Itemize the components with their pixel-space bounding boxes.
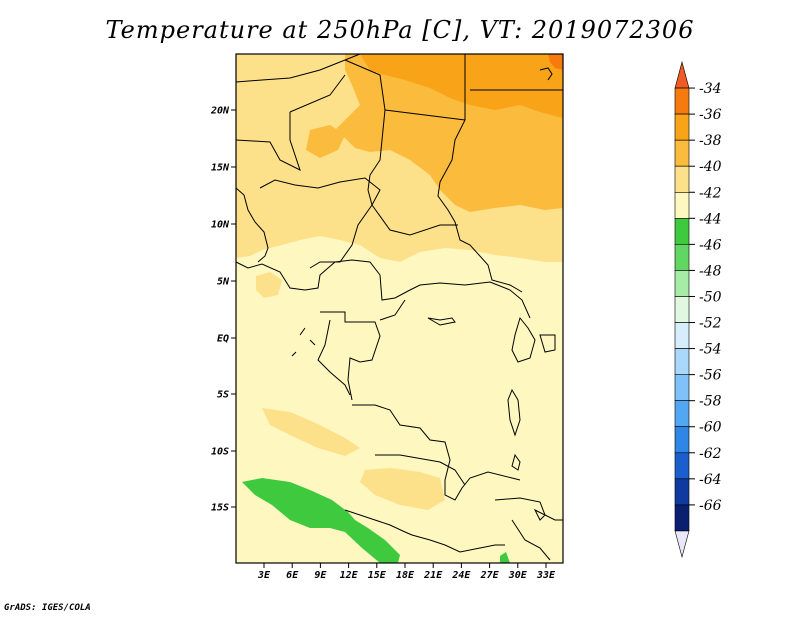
- colorbar-label: -34: [699, 81, 722, 97]
- lat-tick-label: 10S: [211, 447, 229, 458]
- colorbar-segment: [674, 348, 690, 375]
- lat-tick-label: 15S: [211, 503, 229, 514]
- colorbar-label: -46: [699, 237, 722, 253]
- coast-outline: [235, 67, 553, 357]
- colorbar: -34 -36 -38 -40 -42 -44 -46 -48 -50 -52 -54 -56 -58 -…: [674, 60, 722, 559]
- field-green-patch1: [242, 478, 400, 563]
- colorbar-segment: [674, 270, 690, 297]
- colorbar-segment: [674, 139, 690, 167]
- colorbar-segment: [674, 426, 690, 454]
- colorbar-label: -66: [699, 498, 722, 514]
- colorbar-segment: [674, 322, 690, 349]
- lat-tick-label: 5N: [217, 277, 230, 288]
- lon-tick-label: 21E: [423, 570, 443, 581]
- colorbar-label: -42: [699, 185, 722, 201]
- colorbar-segment: [674, 504, 690, 532]
- colorbar-segment: [674, 218, 690, 245]
- lat-tick-label: 10N: [211, 220, 230, 231]
- colorbar-label: -52: [699, 316, 722, 332]
- colorbar-segment: [674, 191, 690, 219]
- colorbar-segment: [674, 452, 690, 480]
- field-green-patch2: [500, 552, 510, 563]
- colorbar-segment: [674, 296, 690, 323]
- colorbar-label: -62: [699, 446, 722, 462]
- field-patch-minus38-west: [306, 125, 345, 158]
- colorbar-segment: [674, 87, 690, 115]
- colorbar-label: -40: [699, 159, 722, 175]
- colorbar-label: -48: [699, 263, 722, 279]
- field-patch-minus34: [548, 54, 563, 70]
- colorbar-label: -50: [699, 289, 722, 305]
- colorbar-segment: [674, 113, 690, 141]
- chart-title: Temperature at 250hPa [C], VT: 201907230…: [105, 16, 695, 44]
- colorbar-label: -54: [699, 342, 722, 358]
- border-lines-south: [344, 461, 563, 561]
- lon-tick-label: 18E: [396, 570, 415, 581]
- longitude-axis: 3E 6E 9E 12E 15E 18E 21E 24E 27E 30E 33E: [257, 563, 556, 581]
- colorbar-label: -58: [699, 394, 722, 410]
- colorbar-label: -64: [699, 472, 722, 488]
- field-band-minus36: [360, 54, 563, 118]
- lat-tick-label: EQ: [217, 334, 229, 345]
- latitude-axis: 20N 15N 10N 5N EQ 5S 10S 15S: [210, 106, 236, 514]
- colorbar-segment: [674, 165, 690, 193]
- lon-tick-label: 12E: [340, 570, 359, 581]
- colorbar-label: -36: [699, 107, 722, 123]
- colorbar-segment: [674, 374, 690, 401]
- colorbar-label: -60: [699, 420, 722, 436]
- lon-tick-label: 30E: [508, 570, 528, 581]
- border-lines-central: [235, 259, 531, 501]
- country-borders: [235, 53, 563, 561]
- map-frame: [235, 53, 564, 564]
- colorbar-segment: [674, 60, 690, 89]
- map-plot-area: [235, 53, 564, 564]
- field-patch-west: [256, 272, 282, 298]
- colorbar-label: -38: [699, 133, 722, 149]
- lon-tick-label: 3E: [257, 570, 271, 581]
- lon-tick-label: 9E: [314, 570, 327, 581]
- lat-tick-label: 20N: [210, 106, 230, 117]
- colorbar-label: -56: [699, 368, 722, 384]
- lat-tick-label: 5S: [217, 390, 229, 401]
- lon-tick-label: 24E: [451, 570, 471, 581]
- lon-tick-label: 33E: [536, 570, 556, 581]
- colorbar-segment: [674, 530, 690, 559]
- field-patch-south2: [360, 468, 445, 510]
- lon-tick-label: 15E: [368, 570, 387, 581]
- border-lines-north: [235, 53, 563, 293]
- colorbar-segment: [674, 400, 690, 428]
- colorbar-label: -44: [699, 211, 722, 227]
- lon-tick-label: 27E: [480, 570, 500, 581]
- colorbar-segment: [674, 478, 690, 506]
- lon-tick-label: 6E: [286, 570, 299, 581]
- field-patch-south1: [262, 408, 360, 456]
- grads-credit: GrADS: IGES/COLA: [4, 603, 91, 613]
- lat-tick-label: 15N: [211, 163, 230, 174]
- lake-outlines: [427, 316, 556, 521]
- colorbar-segment: [674, 244, 690, 271]
